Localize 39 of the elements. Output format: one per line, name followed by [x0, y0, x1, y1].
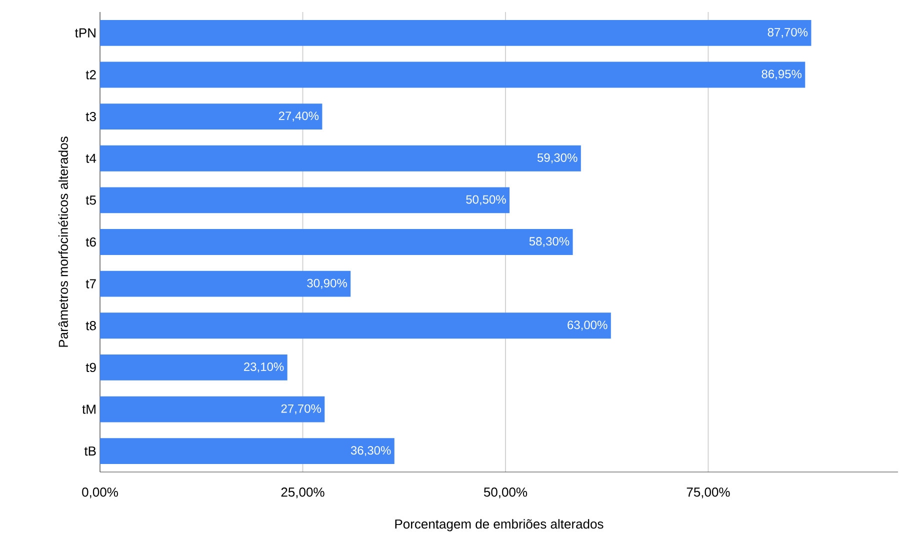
bar — [100, 312, 611, 339]
bar — [100, 20, 812, 46]
bar — [100, 62, 806, 88]
data-label: 87,70% — [768, 28, 808, 38]
y-tick-label: t5 — [86, 196, 96, 205]
bar — [100, 354, 288, 380]
y-tick-label: tM — [82, 404, 96, 414]
y-tick-label: t7 — [86, 279, 96, 288]
data-label: 58,30% — [529, 237, 570, 247]
data-label: 27,40% — [278, 112, 319, 122]
data-label: 63,00% — [568, 320, 608, 331]
data-label: 59,30% — [537, 153, 578, 164]
data-label: 23,10% — [244, 362, 284, 372]
data-label: 27,70% — [281, 404, 322, 414]
y-axis-title: Parâmetros morfocinéticos alterados — [58, 136, 68, 347]
y-tick-label: t3 — [86, 112, 96, 122]
bar — [100, 438, 394, 464]
bar — [100, 396, 325, 422]
y-tick-label: t6 — [86, 237, 96, 247]
x-axis-title: Porcentagem de embriões alterados — [395, 519, 604, 532]
y-tick-label: t9 — [86, 362, 96, 372]
x-tick-label: 25,00% — [281, 488, 324, 498]
bar — [100, 187, 510, 214]
y-tick-label: tB — [84, 446, 96, 456]
x-tick-label: 50,00% — [484, 488, 528, 498]
data-label: 50,50% — [466, 195, 506, 206]
data-label: 36,30% — [350, 446, 391, 456]
bar — [100, 104, 322, 130]
bar — [100, 145, 581, 172]
y-tick-label: tPN — [75, 28, 96, 38]
data-label: 30,90% — [307, 278, 347, 289]
bar — [100, 270, 351, 297]
bar — [100, 229, 573, 255]
data-label: 86,95% — [762, 70, 802, 80]
x-tick-label: 75,00% — [686, 488, 730, 498]
y-tick-label: t4 — [86, 154, 96, 163]
y-tick-label: t2 — [86, 70, 96, 80]
y-tick-label: t8 — [86, 321, 96, 330]
x-tick-label: 0,00% — [82, 488, 118, 498]
